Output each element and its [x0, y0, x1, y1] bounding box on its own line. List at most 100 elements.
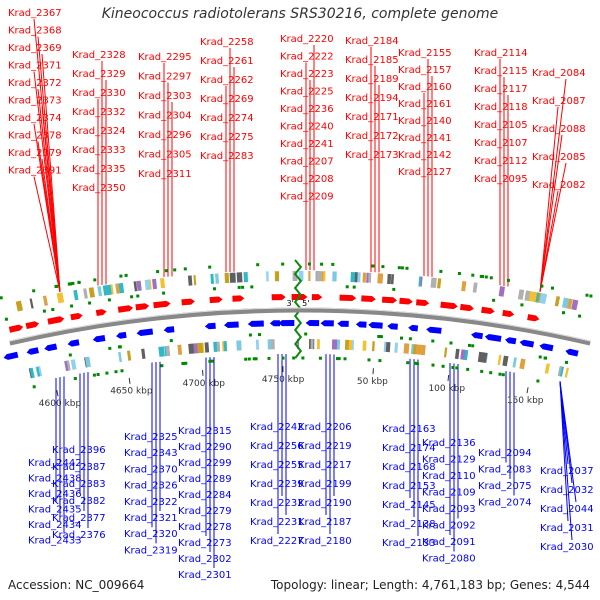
- forward-gene-label: Krad_2127: [398, 167, 452, 178]
- reverse-gene-label: Krad_2376: [52, 530, 106, 541]
- reverse-gene-label: Krad_2320: [124, 529, 178, 540]
- feature-tracks: 3' 5' 4600 kbp 4650 kbp 4700 kbp 4750 kbp 50 k…: [0, 259, 593, 409]
- feature-box: [102, 285, 109, 296]
- forward-gene-arrow: [460, 303, 474, 312]
- scale-tick-label: 50 kbp: [357, 377, 388, 387]
- feature-box: [210, 273, 214, 284]
- reverse-gene-label: Krad_2231: [250, 517, 304, 528]
- rna-marker: [108, 346, 112, 350]
- rna-marker: [70, 304, 74, 308]
- forward-gene-arrow: [25, 321, 40, 329]
- feature-box: [524, 290, 531, 301]
- feature-box: [88, 287, 95, 298]
- rna-marker: [237, 285, 241, 289]
- reverse-gene-label: Krad_2153: [382, 481, 436, 492]
- rna-marker: [406, 361, 410, 365]
- reverse-gene-label: Krad_2163: [382, 424, 436, 435]
- rna-marker: [400, 266, 404, 270]
- feature-box: [331, 339, 338, 350]
- rna-marker: [250, 285, 254, 289]
- reverse-gene-arrow: [278, 320, 295, 327]
- feature-box: [144, 279, 151, 290]
- feature-box: [348, 340, 353, 351]
- rna-marker: [449, 341, 453, 345]
- reverse-gene-label: Krad_2433: [28, 536, 82, 547]
- forward-gene-arrow: [271, 294, 286, 301]
- rna-marker: [377, 335, 381, 338]
- reverse-gene-label: Krad_2278: [178, 522, 232, 533]
- rna-marker: [32, 385, 36, 389]
- feature-box: [73, 289, 79, 301]
- rna-marker: [520, 303, 524, 307]
- backbone-group: [9, 307, 591, 346]
- rna-marker: [455, 366, 459, 370]
- rna-marker: [164, 269, 168, 273]
- feature-box: [236, 272, 243, 283]
- feature-box: [225, 272, 230, 284]
- reverse-gene-label: Krad_2321: [124, 513, 178, 524]
- rna-marker: [489, 276, 493, 280]
- five-prime-label: 5': [302, 299, 309, 308]
- rna-marker: [481, 275, 484, 278]
- reverse-gene-arrow: [505, 337, 517, 345]
- reverse-gene-label: Krad_2396: [52, 445, 106, 456]
- feature-box: [255, 339, 259, 350]
- rna-marker: [281, 356, 285, 360]
- reverse-gene-label: Krad_2242: [250, 422, 304, 433]
- rna-marker: [379, 335, 383, 339]
- feature-box: [204, 342, 210, 353]
- reverse-gene-label: Krad_2030: [540, 542, 594, 553]
- rna-marker: [439, 269, 443, 273]
- rna-marker: [408, 337, 412, 341]
- forward-gene-label: Krad_2371: [8, 61, 62, 72]
- forward-gene-label: Krad_2155: [398, 48, 452, 59]
- reverse-gene-label: Krad_2110: [422, 471, 476, 482]
- reverse-gene-label: Krad_2094: [478, 448, 532, 459]
- forward-gene-arrow: [440, 301, 458, 310]
- forward-gene-label: Krad_2140: [398, 116, 452, 127]
- feature-box: [390, 274, 395, 285]
- rna-marker: [71, 281, 75, 285]
- reverse-leader-line: [559, 381, 577, 503]
- feature-box: [118, 351, 122, 363]
- forward-gene-label: Krad_2157: [398, 65, 452, 76]
- rna-marker: [336, 357, 339, 361]
- reverse-gene-label: Krad_2133: [382, 538, 436, 549]
- feature-box: [310, 339, 314, 350]
- rna-marker: [256, 263, 260, 267]
- reverse-gene-label: Krad_2302: [178, 554, 232, 565]
- forward-gene-arrow: [361, 295, 376, 302]
- feature-box: [368, 272, 372, 283]
- rna-marker: [551, 286, 554, 290]
- rna-marker: [392, 287, 396, 291]
- rna-marker: [318, 356, 322, 360]
- feature-box: [554, 296, 561, 307]
- forward-gene-label: Krad_2373: [8, 96, 62, 107]
- reverse-gene-label: Krad_2074: [478, 498, 532, 509]
- reverse-gene-arrow: [305, 320, 320, 327]
- rna-marker: [184, 361, 188, 365]
- forward-gene-arrow: [481, 306, 495, 314]
- rna-marker: [492, 298, 496, 302]
- feature-box: [377, 273, 384, 284]
- feature-box: [141, 348, 146, 359]
- forward-gene-label: Krad_2171: [345, 112, 399, 123]
- scale-tick-label: 4650 kbp: [110, 387, 153, 397]
- forward-leader-line: [539, 134, 563, 292]
- rna-marker: [451, 366, 455, 369]
- rna-marker: [343, 357, 347, 361]
- forward-gene-label: Krad_2374: [8, 113, 62, 124]
- forward-gene-label: Krad_2240: [280, 122, 334, 133]
- feature-box: [213, 341, 218, 352]
- forward-gene-arrow: [232, 295, 245, 302]
- reverse-gene-label: Krad_2217: [298, 460, 352, 471]
- feature-box: [127, 350, 132, 361]
- feature-box: [193, 275, 197, 286]
- rna-marker: [248, 333, 252, 337]
- forward-gene-label: Krad_2332: [72, 107, 126, 118]
- rna-marker: [413, 361, 417, 365]
- reverse-gene-arrow: [471, 332, 483, 340]
- feature-box: [418, 276, 422, 287]
- forward-gene-label: Krad_2372: [8, 78, 62, 89]
